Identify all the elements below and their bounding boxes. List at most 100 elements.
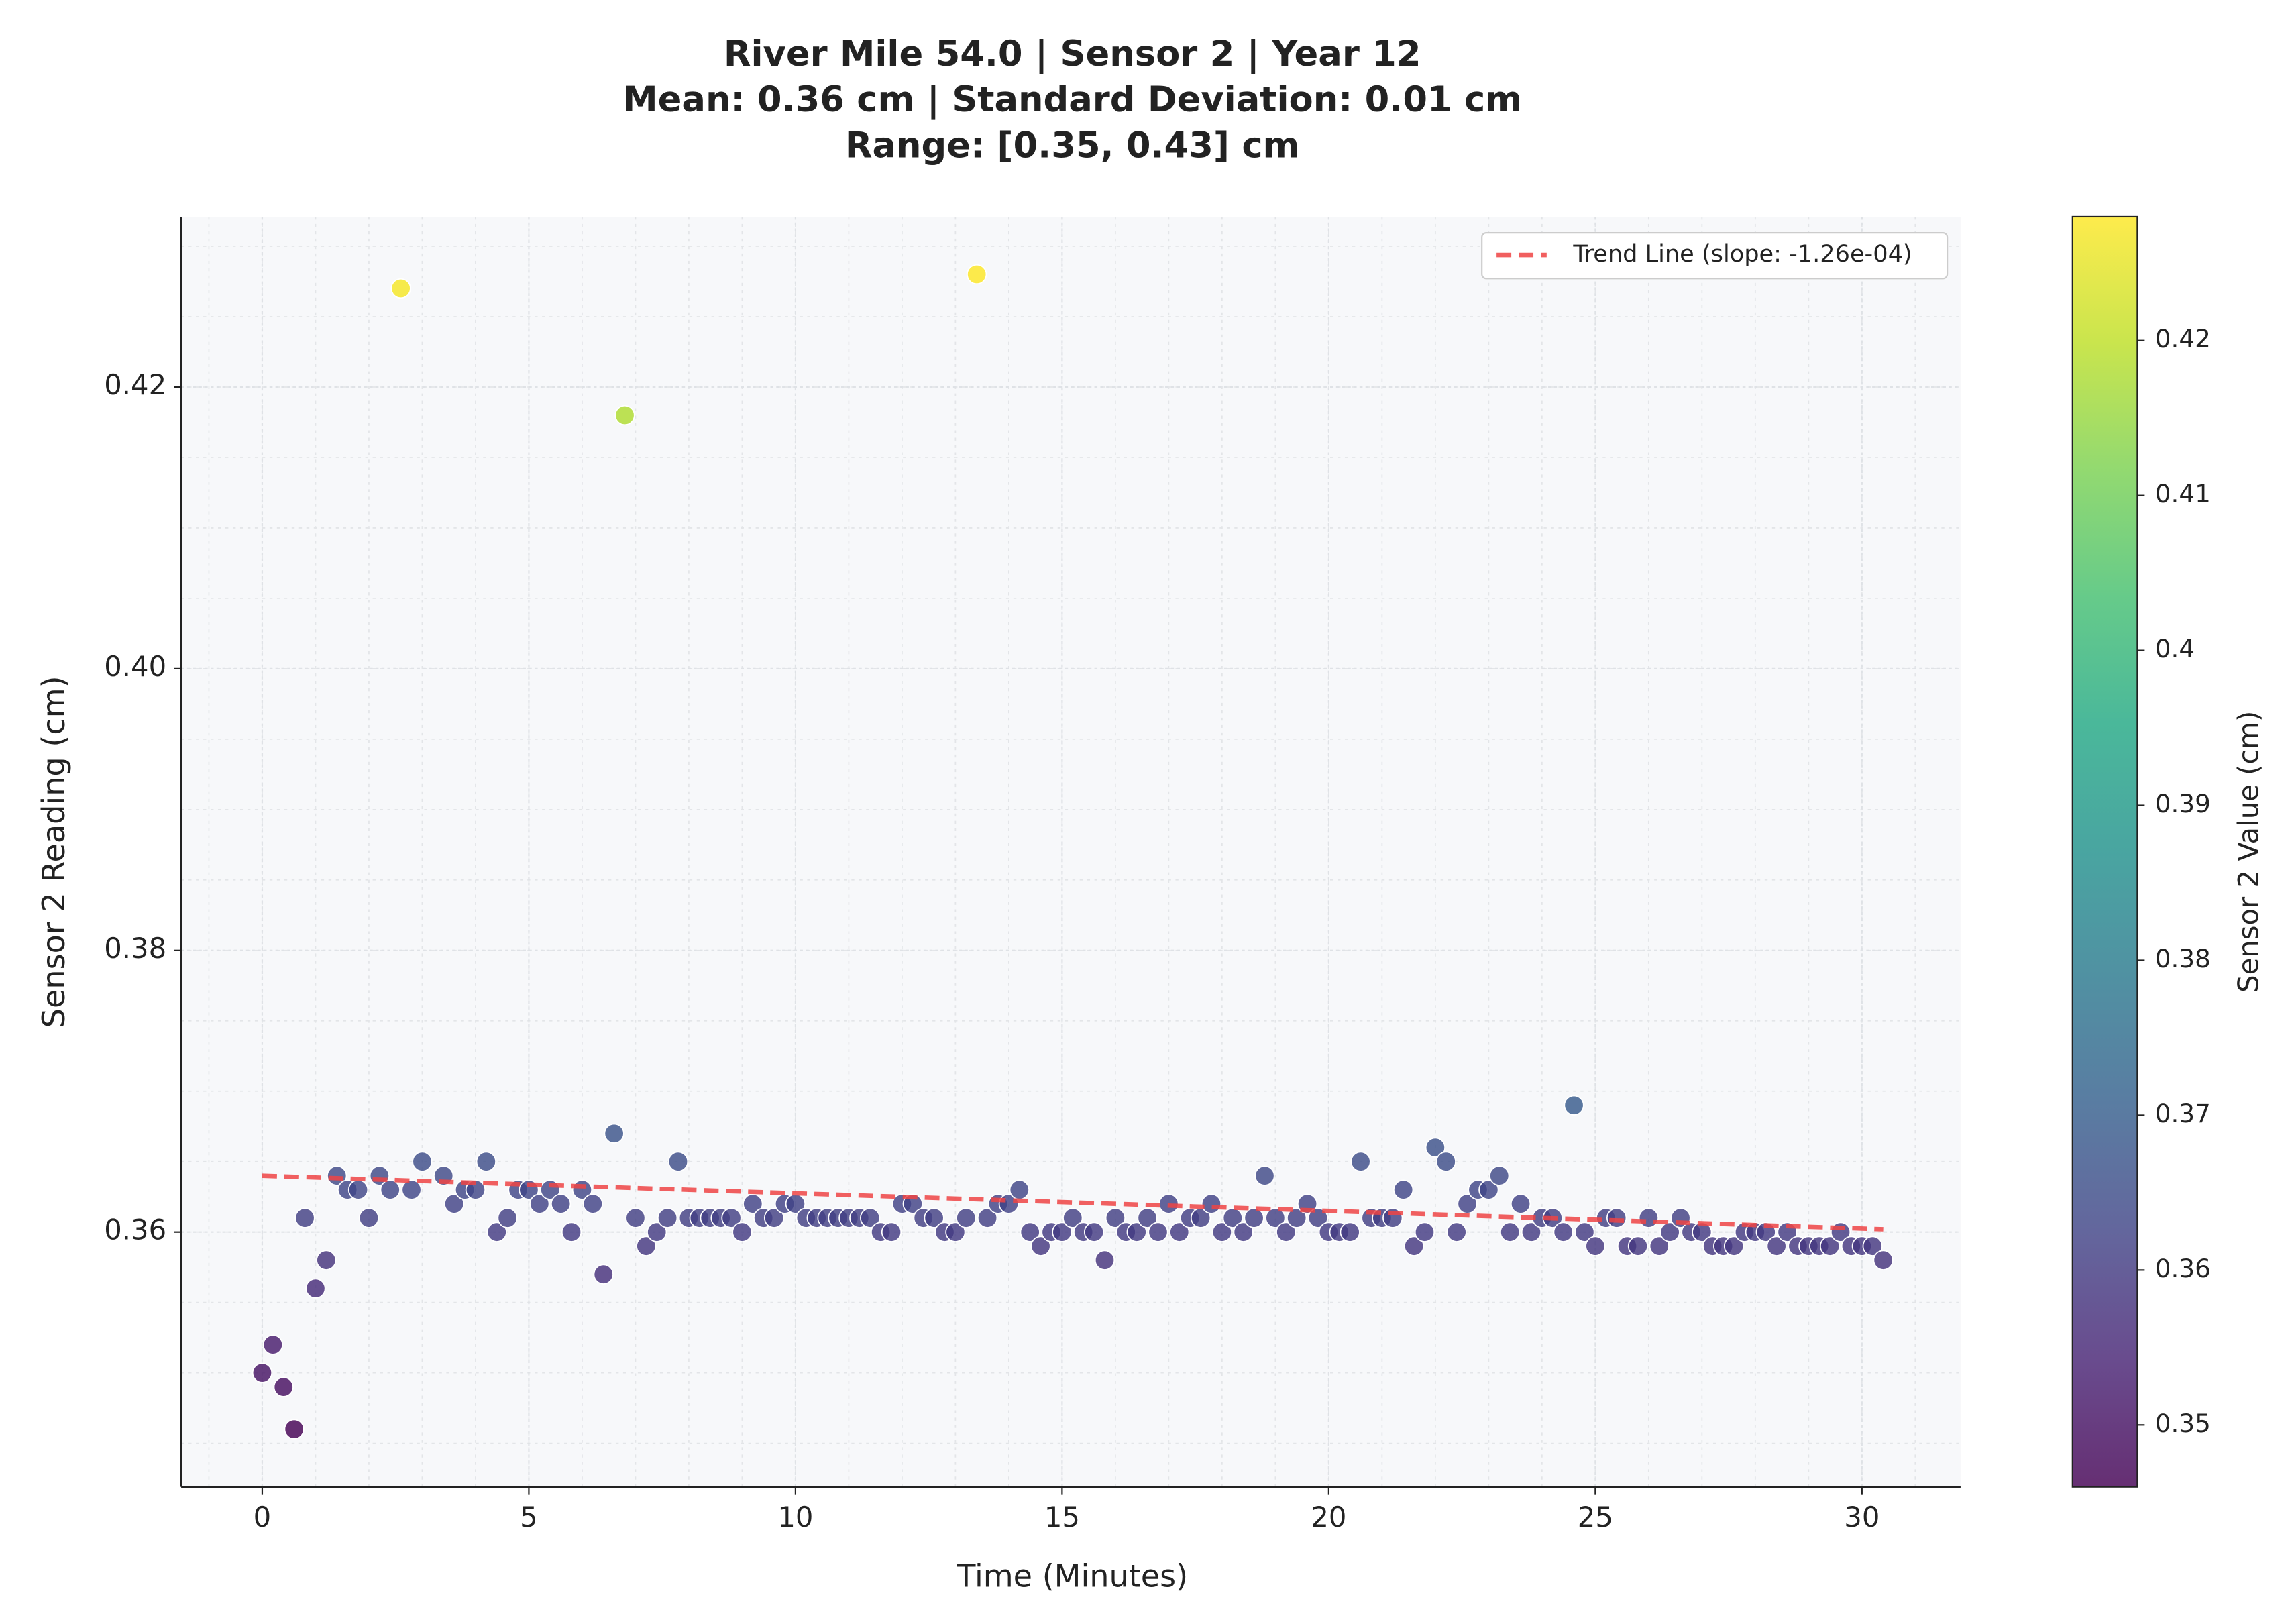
- point: [977, 1207, 998, 1228]
- point: [1287, 1207, 1307, 1228]
- colorbar-tick-label: 0.36: [2155, 1254, 2211, 1283]
- point: [486, 1222, 507, 1242]
- chart-subtitle: Range: [0.35, 0.43] cm: [845, 125, 1300, 166]
- colorbar-tick-label: 0.39: [2155, 789, 2211, 818]
- point: [1105, 1207, 1126, 1228]
- colorbar-tick-label: 0.37: [2155, 1099, 2211, 1128]
- point: [358, 1207, 380, 1228]
- point: [1094, 1250, 1115, 1270]
- point: [1510, 1193, 1531, 1214]
- point: [924, 1207, 944, 1228]
- x-tick-label: 30: [1844, 1501, 1879, 1533]
- point: [945, 1222, 966, 1242]
- point: [1307, 1207, 1329, 1228]
- point: [412, 1151, 433, 1172]
- x-axis-label: Time (Minutes): [956, 1558, 1188, 1594]
- point: [1137, 1207, 1158, 1228]
- point: [1211, 1222, 1233, 1242]
- point: [647, 1222, 667, 1242]
- point: [1862, 1236, 1883, 1256]
- point: [1638, 1207, 1659, 1228]
- point: [1478, 1179, 1499, 1200]
- point: [593, 1264, 614, 1285]
- point: [625, 1207, 646, 1228]
- point: [465, 1179, 486, 1200]
- point: [1553, 1222, 1574, 1242]
- point: [390, 278, 411, 299]
- point: [1414, 1222, 1435, 1242]
- point: [1126, 1222, 1147, 1242]
- point: [1606, 1207, 1627, 1228]
- point: [743, 1193, 763, 1214]
- point: [1201, 1193, 1222, 1214]
- point: [614, 404, 635, 426]
- point: [252, 1362, 273, 1383]
- point: [881, 1222, 902, 1242]
- legend-label: Trend Line (slope: -1.26e-04): [1572, 240, 1912, 268]
- y-tick-label: 0.38: [104, 932, 166, 965]
- point: [561, 1222, 582, 1242]
- point: [1009, 1179, 1030, 1200]
- point: [582, 1193, 603, 1214]
- point: [1350, 1151, 1371, 1172]
- x-tick-label: 10: [777, 1501, 813, 1533]
- point: [1244, 1207, 1264, 1228]
- x-tick-label: 20: [1311, 1501, 1346, 1533]
- point: [294, 1207, 315, 1228]
- point: [273, 1376, 294, 1397]
- point: [1649, 1236, 1670, 1256]
- point: [284, 1419, 305, 1440]
- colorbar-tick-label: 0.42: [2155, 324, 2211, 354]
- colorbar-tick-label: 0.41: [2155, 479, 2211, 508]
- point: [1403, 1236, 1425, 1256]
- point: [1169, 1222, 1190, 1242]
- point: [380, 1179, 400, 1200]
- point: [497, 1207, 518, 1228]
- point: [550, 1193, 571, 1214]
- x-tick-label: 15: [1044, 1501, 1080, 1533]
- point: [1340, 1222, 1360, 1242]
- point: [262, 1334, 283, 1355]
- x-tick-label: 25: [1578, 1501, 1613, 1533]
- point: [1766, 1236, 1787, 1256]
- point: [956, 1207, 977, 1228]
- y-axis-label: Sensor 2 Reading (cm): [36, 675, 72, 1028]
- y-tick-label: 0.42: [104, 368, 166, 401]
- point: [1020, 1222, 1040, 1242]
- trend-line: [262, 1173, 1884, 1232]
- point: [636, 1236, 657, 1256]
- point: [1083, 1222, 1105, 1242]
- point: [1254, 1165, 1275, 1186]
- point: [1030, 1236, 1051, 1256]
- x-tick-label: 5: [520, 1501, 538, 1533]
- plot-area: [181, 216, 1961, 1487]
- point: [604, 1123, 624, 1144]
- colorbar: [2071, 215, 2138, 1488]
- point: [529, 1193, 550, 1214]
- point: [1585, 1236, 1606, 1256]
- point: [1564, 1095, 1584, 1116]
- point: [721, 1207, 742, 1228]
- point: [967, 264, 987, 285]
- point: [1265, 1207, 1286, 1228]
- point: [305, 1278, 326, 1299]
- point: [316, 1250, 337, 1270]
- colorbar-tick-label: 0.38: [2155, 944, 2211, 973]
- y-tick-label: 0.40: [104, 650, 166, 683]
- point: [1627, 1236, 1649, 1256]
- y-tick-label: 0.36: [104, 1213, 166, 1246]
- point: [1148, 1222, 1168, 1242]
- chart-subtitle: Mean: 0.36 cm | Standard Deviation: 0.01…: [622, 79, 1522, 120]
- point: [1819, 1236, 1841, 1256]
- point: [1659, 1222, 1680, 1242]
- point: [1222, 1207, 1243, 1228]
- point: [1723, 1236, 1745, 1256]
- point: [667, 1151, 689, 1172]
- point: [347, 1179, 369, 1200]
- point: [860, 1207, 881, 1228]
- point: [1500, 1222, 1521, 1242]
- point: [763, 1207, 785, 1228]
- point: [1425, 1137, 1446, 1158]
- point: [443, 1193, 465, 1214]
